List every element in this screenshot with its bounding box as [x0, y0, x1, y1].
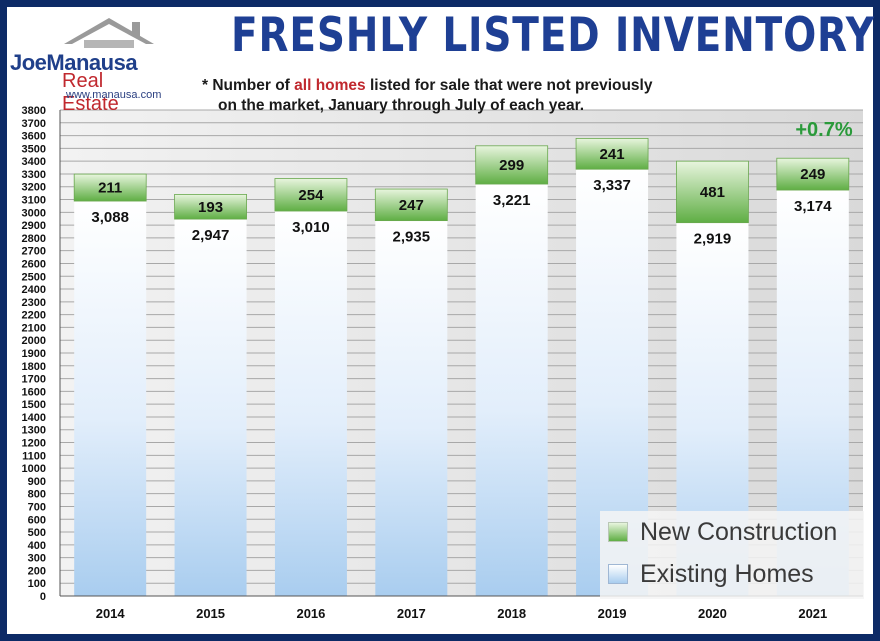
legend: New Construction Existing Homes [600, 511, 864, 599]
x-tick-label: 2014 [96, 606, 126, 621]
x-tick-label: 2020 [698, 606, 727, 621]
y-tick-label: 400 [28, 540, 46, 552]
data-label-existing: 2,935 [393, 229, 431, 246]
y-tick-label: 3800 [22, 105, 46, 117]
y-tick-label: 1000 [22, 463, 46, 475]
bar-new-construction [475, 145, 549, 185]
y-tick-label: 200 [28, 565, 46, 577]
x-tick-label: 2021 [798, 606, 827, 621]
data-label-new: 254 [298, 187, 324, 204]
data-label-existing: 3,221 [493, 192, 531, 209]
y-axis-ticks: 0100200300400500600700800900100011001200… [22, 105, 46, 603]
y-tick-label: 1400 [22, 412, 46, 424]
y-tick-label: 0 [40, 591, 46, 603]
logo-name: JoeManausa [10, 50, 138, 75]
legend-swatch-new [608, 522, 628, 542]
y-tick-label: 2000 [22, 335, 46, 347]
bar-existing-homes [74, 201, 147, 597]
y-tick-label: 3100 [22, 195, 46, 207]
y-tick-label: 2500 [22, 271, 46, 283]
data-label-new: 299 [499, 157, 524, 174]
chart-subtitle: * Number of all homes listed for sale th… [202, 77, 653, 114]
y-tick-label: 2100 [22, 322, 46, 334]
legend-swatch-existing [608, 564, 628, 584]
y-tick-label: 1100 [22, 450, 46, 462]
bars: 3,088 211 2,947 193 3,010 254 2,935 247 3,221 299… [73, 137, 850, 597]
y-tick-label: 600 [28, 514, 46, 526]
data-label-new: 193 [198, 199, 223, 216]
bar-new-construction [73, 173, 147, 202]
logo-subtitle: Real Estate [62, 70, 119, 115]
bar-new-construction [575, 137, 649, 170]
y-tick-label: 100 [28, 578, 46, 590]
chart-title: FRESHLY LISTED INVENTORY [231, 8, 875, 63]
y-tick-label: 1800 [22, 361, 46, 373]
y-tick-label: 3500 [22, 143, 46, 155]
y-tick-label: 700 [28, 501, 46, 513]
x-tick-label: 2016 [296, 606, 325, 621]
legend-item-new-construction: New Construction [608, 517, 837, 547]
logo-url: www.manausa.com [66, 89, 162, 101]
data-label-new: 211 [98, 180, 122, 197]
y-tick-label: 1500 [22, 399, 46, 411]
x-axis-ticks: 2014 2015 2016 2017 2018 2019 2020 2021 [96, 606, 828, 621]
x-tick-label: 2019 [598, 606, 627, 621]
bar-new-construction [676, 160, 749, 224]
y-tick-label: 1300 [22, 425, 46, 437]
y-tick-label: 3000 [22, 207, 46, 219]
data-label-new: 247 [399, 197, 424, 214]
bar-new-construction [174, 194, 247, 220]
y-tick-label: 300 [28, 553, 46, 565]
y-tick-label: 2800 [22, 233, 46, 245]
bar-existing-homes [475, 184, 548, 596]
bar-new-construction [776, 157, 850, 191]
data-label-existing: 3,337 [593, 177, 631, 194]
y-tick-label: 2400 [22, 284, 46, 296]
data-label-existing: 2,947 [192, 227, 230, 244]
legend-item-existing-homes: Existing Homes [608, 559, 814, 589]
y-tick-label: 3700 [22, 118, 46, 130]
x-tick-label: 2017 [397, 606, 426, 621]
bar-existing-homes [174, 219, 247, 596]
data-label-existing: 3,174 [794, 198, 832, 215]
y-tick-label: 2900 [22, 220, 46, 232]
y-tick-label: 1200 [22, 438, 46, 450]
change-annotation: +0.7% [795, 119, 853, 141]
y-tick-label: 3600 [22, 131, 46, 143]
data-label-new: 249 [800, 166, 825, 183]
y-tick-label: 1600 [22, 386, 46, 398]
y-tick-label: 3400 [22, 156, 46, 168]
y-tick-label: 500 [28, 527, 46, 539]
y-tick-label: 2600 [22, 258, 46, 270]
x-tick-label: 2018 [497, 606, 526, 621]
y-tick-label: 3300 [22, 169, 46, 181]
y-tick-label: 1700 [22, 374, 46, 386]
legend-label-new: New Construction [640, 517, 838, 546]
y-tick-label: 2300 [22, 297, 46, 309]
data-label-existing: 3,010 [292, 219, 330, 236]
bar-existing-homes [375, 220, 448, 596]
data-label-new: 241 [600, 146, 625, 163]
data-label-new: 481 [700, 184, 725, 201]
y-tick-label: 2200 [22, 310, 46, 322]
bar-new-construction [374, 188, 448, 222]
y-tick-label: 800 [28, 489, 46, 501]
house-roof-icon [64, 18, 154, 48]
company-logo: JoeManausa Real Estate www.manausa.com [4, 10, 164, 115]
y-tick-label: 1900 [22, 348, 46, 360]
data-label-existing: 3,088 [91, 209, 129, 226]
data-label-existing: 2,919 [694, 231, 732, 248]
y-tick-label: 2700 [22, 246, 46, 258]
y-tick-label: 3200 [22, 182, 46, 194]
bar-existing-homes [274, 211, 347, 596]
legend-label-existing: Existing Homes [640, 559, 814, 588]
y-tick-label: 900 [28, 476, 46, 488]
bar-new-construction [274, 178, 348, 212]
x-tick-label: 2015 [196, 606, 225, 621]
